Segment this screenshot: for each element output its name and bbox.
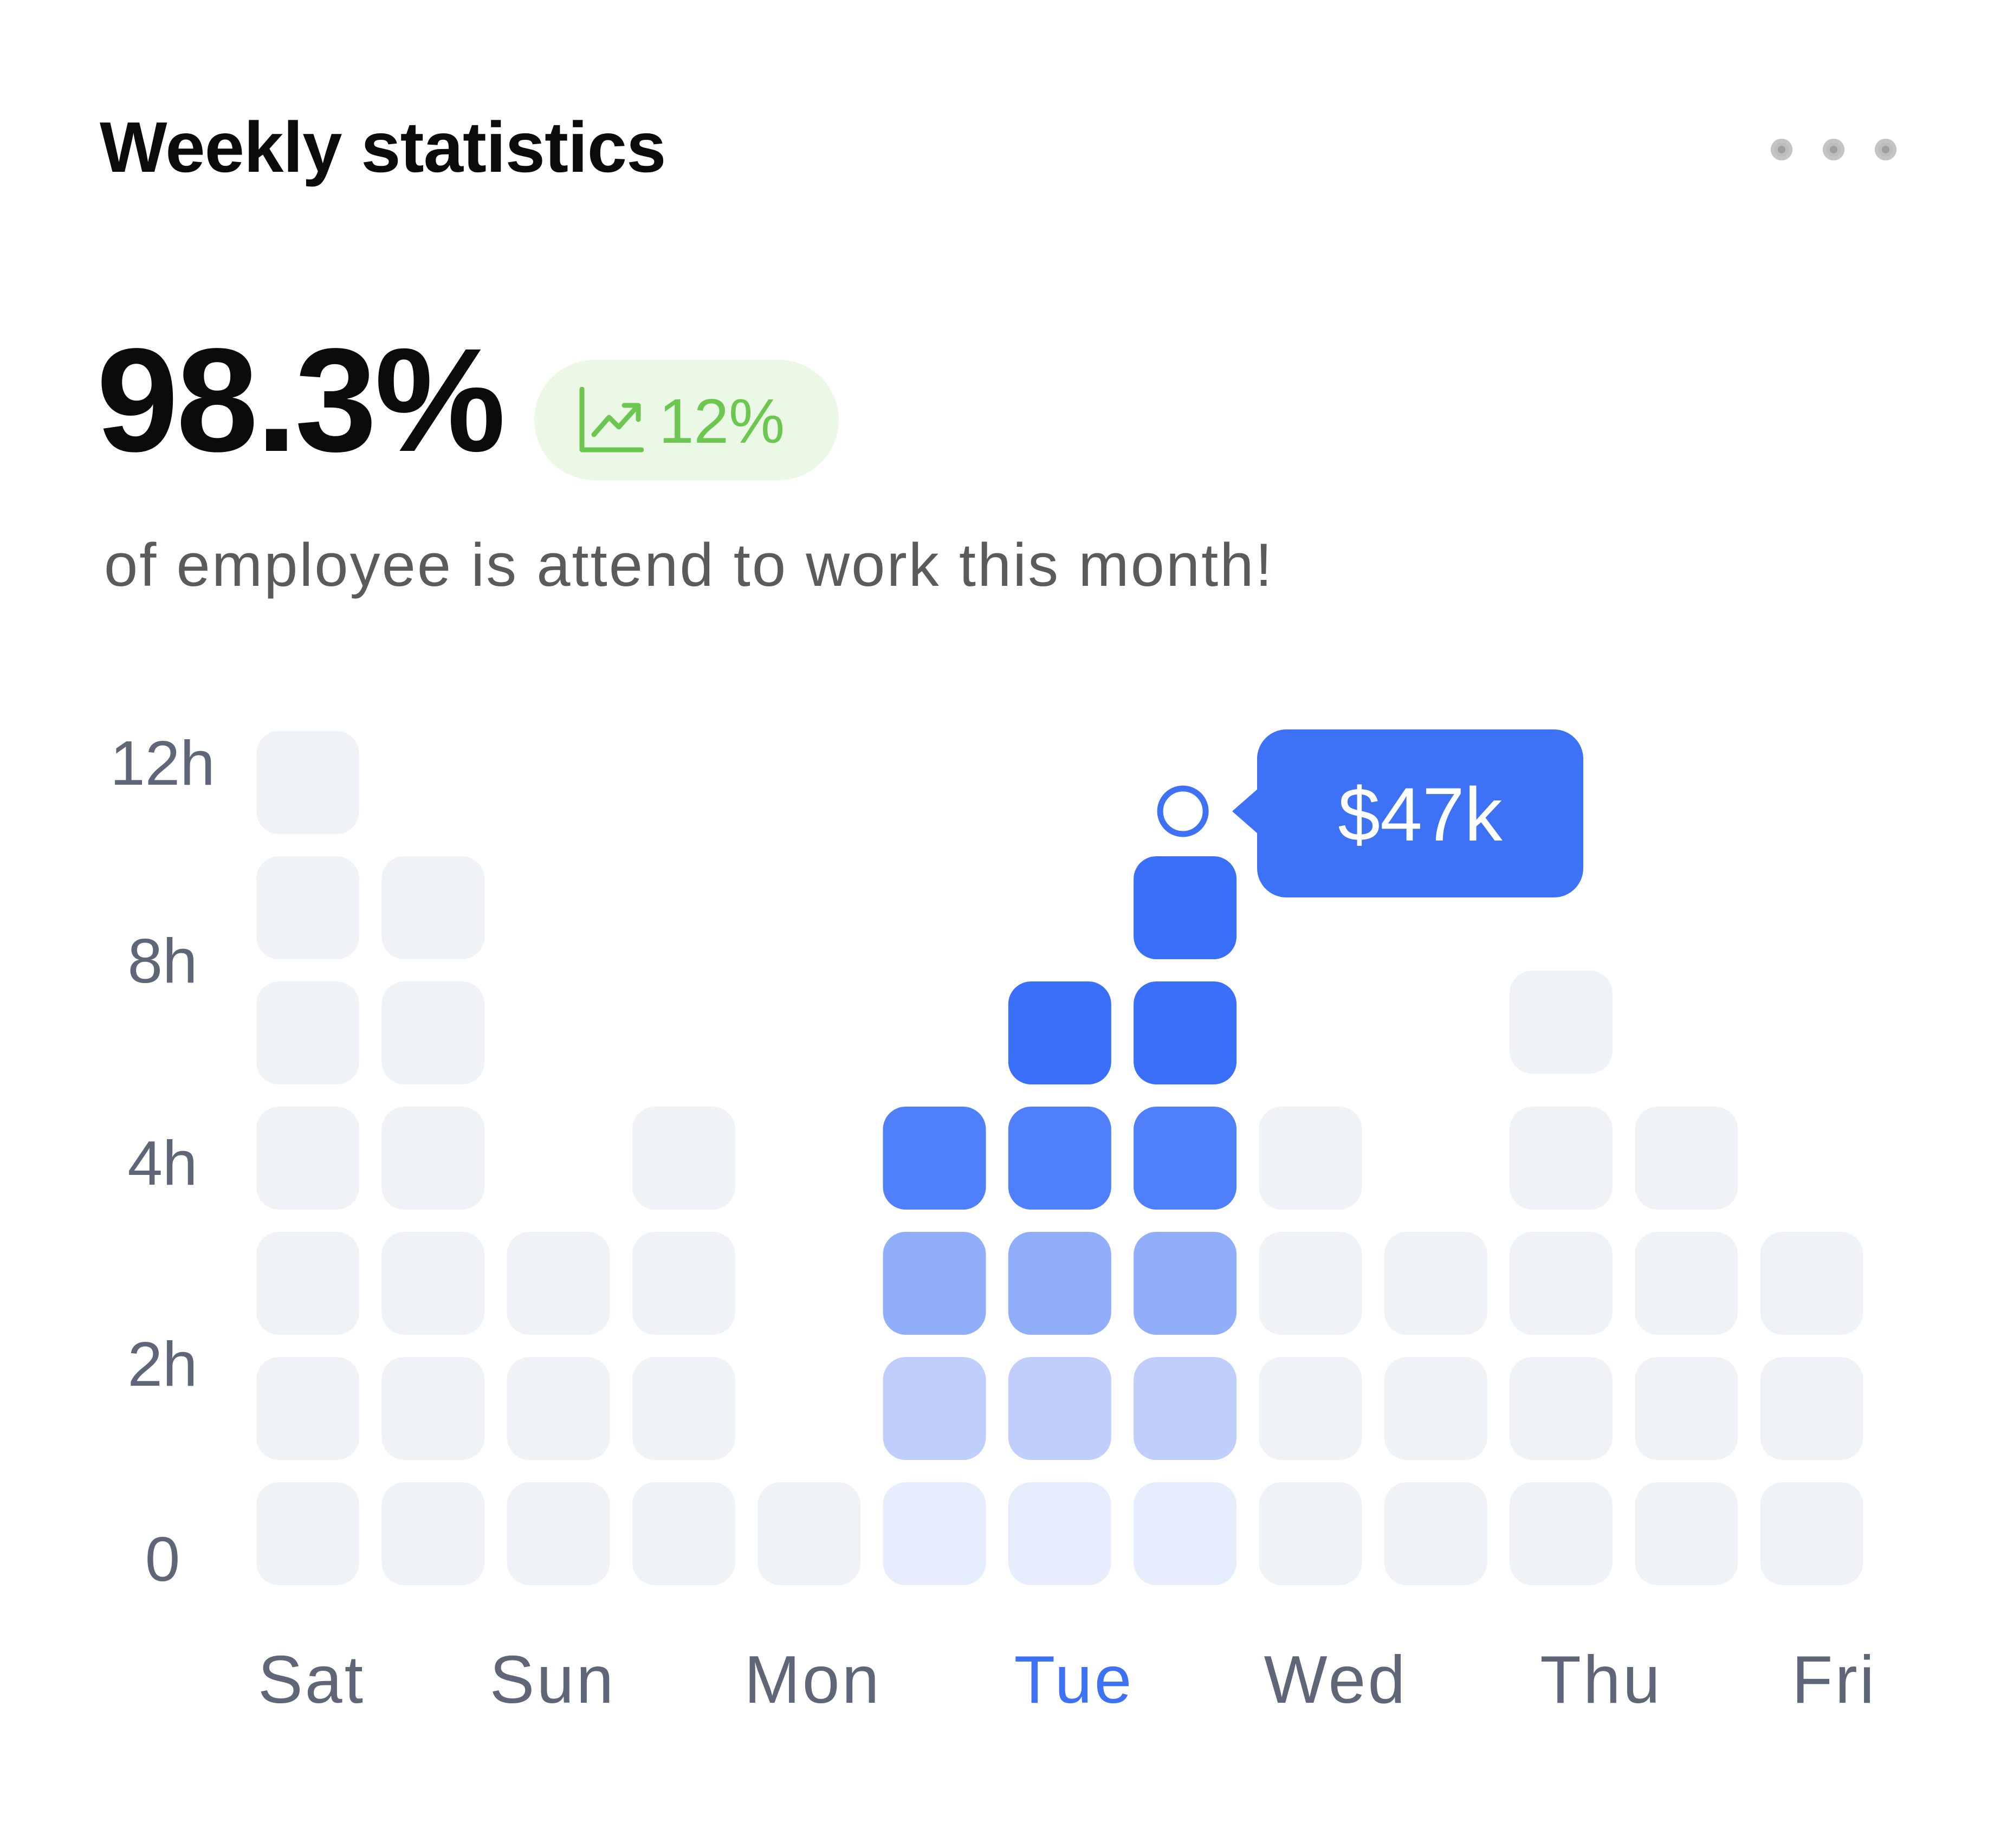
hour-cell[interactable] (1510, 1482, 1613, 1585)
active-hour-cell[interactable] (1134, 856, 1237, 959)
x-tick-label-fri[interactable]: Fri (1792, 1643, 1877, 1717)
hour-cell[interactable] (507, 1482, 610, 1585)
trend-up-icon (579, 387, 644, 453)
hour-cell[interactable] (1510, 1232, 1613, 1335)
hour-cell[interactable] (1635, 1107, 1738, 1210)
y-tick-label: 0 (145, 1524, 180, 1594)
active-hour-cell[interactable] (1008, 1357, 1111, 1460)
hour-cell[interactable] (1635, 1357, 1738, 1460)
active-hour-cell[interactable] (1008, 1232, 1111, 1335)
hour-cell[interactable] (1259, 1482, 1362, 1585)
active-hour-cell[interactable] (1134, 981, 1237, 1084)
hour-cell[interactable] (632, 1482, 735, 1585)
hour-cell[interactable] (1384, 1357, 1487, 1460)
hour-cell[interactable] (256, 1482, 359, 1585)
hour-cell[interactable] (381, 1482, 485, 1585)
more-options-icon[interactable] (1771, 137, 1912, 164)
hour-cell[interactable] (1384, 1232, 1487, 1335)
hour-cell[interactable] (256, 731, 359, 834)
hour-cell[interactable] (1635, 1482, 1738, 1585)
active-hour-cell[interactable] (1134, 1107, 1237, 1210)
card-title: Weekly statistics (100, 107, 666, 187)
y-tick-label: 2h (127, 1329, 197, 1399)
x-tick-label-wed[interactable]: Wed (1264, 1643, 1408, 1717)
hour-cell[interactable] (256, 1107, 359, 1210)
hour-cell[interactable] (256, 1232, 359, 1335)
hour-cell[interactable] (381, 856, 485, 959)
hour-cell[interactable] (1259, 1232, 1362, 1335)
hour-cell[interactable] (1259, 1357, 1362, 1460)
hour-cell[interactable] (1635, 1232, 1738, 1335)
hour-cell[interactable] (1510, 971, 1613, 1074)
hour-cell[interactable] (1510, 1357, 1613, 1460)
hour-cell[interactable] (1259, 1107, 1362, 1210)
hour-cell[interactable] (632, 1357, 735, 1460)
active-hour-cell[interactable] (1008, 1107, 1111, 1210)
hour-cell[interactable] (1760, 1482, 1863, 1585)
tooltip-marker (1157, 785, 1209, 837)
hour-cell[interactable] (1760, 1232, 1863, 1335)
active-hour-cell[interactable] (1134, 1482, 1237, 1585)
active-hour-cell[interactable] (1008, 981, 1111, 1084)
hour-cell[interactable] (381, 1107, 485, 1210)
tooltip-value: $47k (1338, 772, 1503, 857)
active-hour-cell[interactable] (883, 1107, 986, 1210)
x-tick-label-mon[interactable]: Mon (744, 1643, 881, 1717)
tooltip-pointer (1232, 789, 1258, 834)
active-hour-cell[interactable] (883, 1482, 986, 1585)
y-tick-label: 12h (110, 728, 215, 798)
value-tooltip: $47k (1232, 729, 1583, 897)
hour-cell[interactable] (381, 981, 485, 1084)
hour-cell[interactable] (1510, 1107, 1613, 1210)
hour-cell[interactable] (507, 1357, 610, 1460)
active-hour-cell[interactable] (1134, 1357, 1237, 1460)
x-tick-label-sat[interactable]: Sat (258, 1643, 365, 1717)
hour-cell[interactable] (1760, 1357, 1863, 1460)
hour-cell[interactable] (256, 856, 359, 959)
attendance-description: of employee is attend to work this month… (104, 531, 1274, 599)
y-tick-label: 4h (127, 1128, 197, 1198)
trend-badge: 12% (534, 360, 839, 480)
hour-cell[interactable] (632, 1107, 735, 1210)
hour-cell[interactable] (381, 1232, 485, 1335)
more-dot-icon (1875, 139, 1896, 160)
hour-cell[interactable] (256, 1357, 359, 1460)
more-dot-icon (1823, 139, 1844, 160)
active-hour-cell[interactable] (883, 1357, 986, 1460)
hour-cell[interactable] (758, 1482, 861, 1585)
trend-value: 12% (659, 386, 785, 456)
active-hour-cell[interactable] (1134, 1232, 1237, 1335)
active-hour-cell[interactable] (883, 1232, 986, 1335)
active-hour-cell[interactable] (1008, 1482, 1111, 1585)
hour-cell[interactable] (256, 981, 359, 1084)
hour-cell[interactable] (632, 1232, 735, 1335)
hour-cell[interactable] (1384, 1482, 1487, 1585)
x-tick-label-thu[interactable]: Thu (1540, 1643, 1662, 1717)
hour-cell[interactable] (381, 1357, 485, 1460)
x-tick-label-sun[interactable]: Sun (490, 1643, 616, 1717)
tooltip-bubble (1257, 729, 1583, 897)
x-tick-label-tue[interactable]: Tue (1014, 1643, 1134, 1717)
hour-cell[interactable] (507, 1232, 610, 1335)
y-tick-label: 8h (127, 926, 197, 996)
attendance-percentage: 98.3% (96, 318, 506, 482)
more-dot-icon (1771, 139, 1792, 160)
